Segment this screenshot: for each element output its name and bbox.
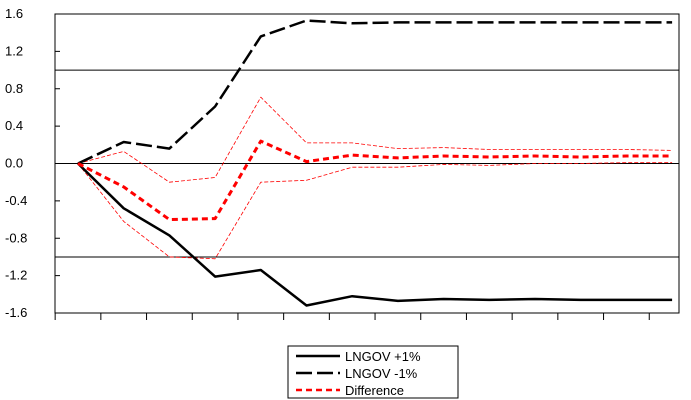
series-line-3	[77, 139, 673, 222]
y-tick-label: 1.2	[5, 43, 23, 58]
reference-lines	[55, 69, 679, 258]
y-tick-label: -1.2	[5, 268, 27, 283]
legend-label-series-1: LNGOV +1%	[345, 349, 421, 364]
series-line-1	[77, 162, 673, 307]
legend-label-series-3: Difference	[345, 383, 404, 398]
y-tick-label: -1.6	[5, 305, 27, 320]
y-tick-label: -0.4	[5, 193, 27, 208]
y-tick-label: 0.8	[5, 81, 23, 96]
y-tick-label: 0.0	[5, 156, 23, 171]
y-tick-label: 1.6	[5, 6, 23, 21]
series-line-2	[77, 19, 673, 165]
y-tick-label: 0.4	[5, 118, 23, 133]
series-lines	[77, 19, 673, 307]
y-tick-label: -0.8	[5, 230, 27, 245]
series-line-5	[77, 162, 673, 260]
y-axis-ticks: 1.6 1.2 0.8 0.4 0.0 -0.4 -0.8 -1.2 -1.6	[5, 6, 60, 320]
legend: LNGOV +1% LNGOV -1% Difference	[287, 345, 459, 399]
x-axis-ticks	[54, 313, 650, 320]
legend-label-series-2: LNGOV -1%	[345, 366, 418, 381]
series-line-4	[77, 96, 673, 183]
